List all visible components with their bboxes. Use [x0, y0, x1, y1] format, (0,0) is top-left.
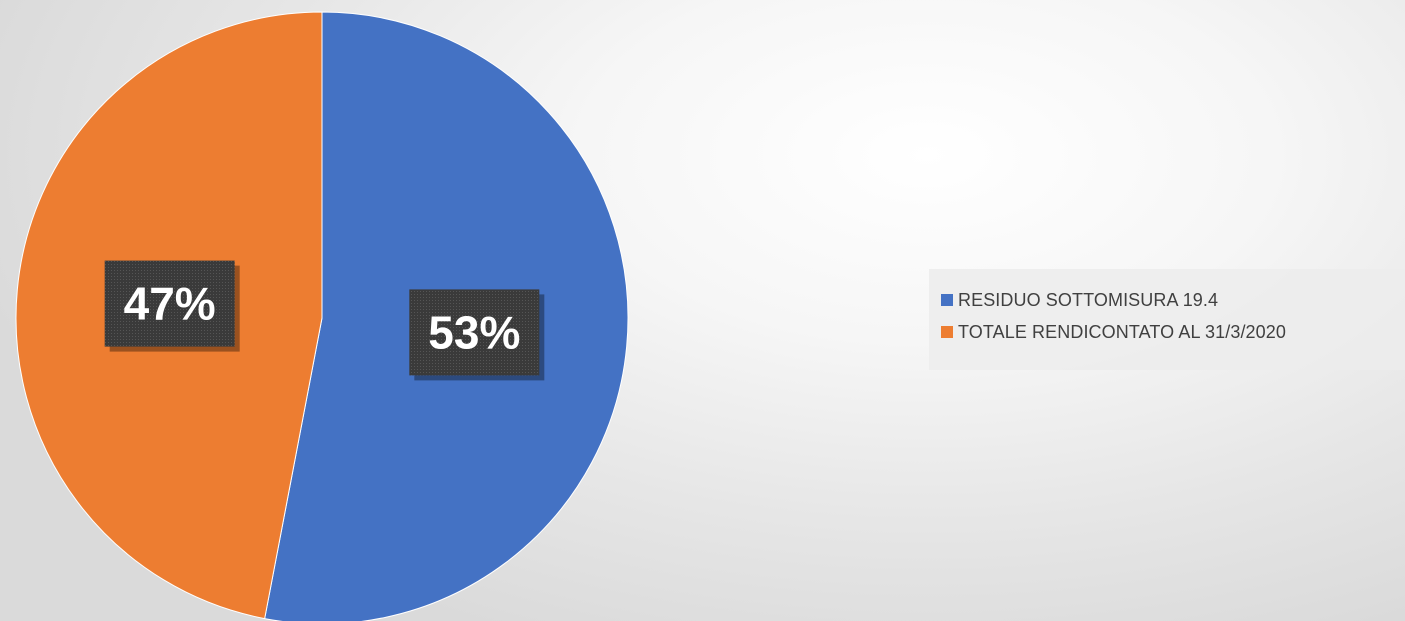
legend-label: TOTALE RENDICONTATO AL 31/3/2020 — [958, 321, 1286, 342]
data-label-text: 53% — [428, 306, 520, 358]
legend-swatch-orange — [941, 326, 953, 338]
data-label-residuo: 53% — [409, 289, 545, 381]
data-label-totale: 47% — [104, 260, 240, 352]
legend-swatch-blue — [941, 294, 953, 306]
legend: RESIDUO SOTTOMISURA 19.4 TOTALE RENDICON… — [929, 269, 1405, 370]
legend-label: RESIDUO SOTTOMISURA 19.4 — [958, 289, 1219, 310]
data-label-text: 47% — [124, 278, 216, 330]
legend-item-totale[interactable]: TOTALE RENDICONTATO AL 31/3/2020 — [941, 317, 1405, 347]
legend-item-residuo[interactable]: RESIDUO SOTTOMISURA 19.4 — [941, 285, 1405, 315]
